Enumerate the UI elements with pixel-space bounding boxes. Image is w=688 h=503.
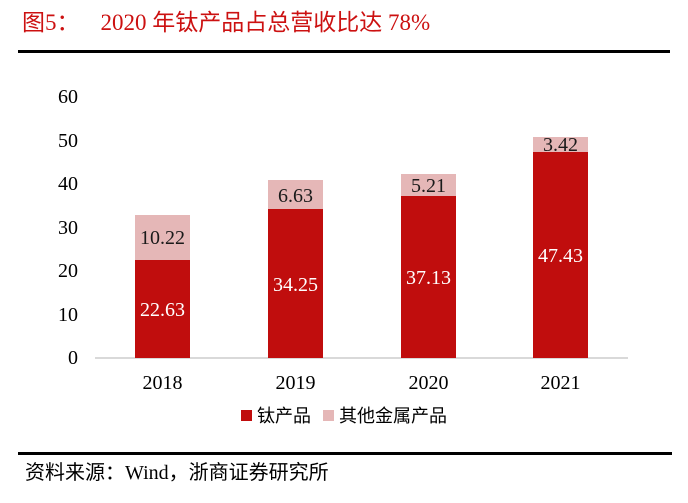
bar-value-label: 6.63 [278, 184, 313, 207]
figure-number-label: 图5： [22, 10, 80, 35]
legend-swatch-icon [323, 409, 334, 421]
bar-segment-other-metal [401, 173, 456, 197]
bar-segment-titanium [401, 196, 456, 358]
footer-divider [18, 452, 672, 455]
x-axis-category-label: 2021 [540, 372, 581, 394]
title-divider [18, 50, 670, 53]
bar-segment-titanium [533, 151, 588, 358]
legend-item: 其他金属产品 [323, 402, 447, 428]
bar-value-label: 5.21 [411, 175, 446, 198]
y-axis-tick-label: 40 [58, 173, 78, 195]
bar-segment-other-metal [268, 180, 323, 209]
bar-segment-other-metal [135, 215, 190, 260]
bar-value-label: 3.42 [543, 134, 578, 157]
bar-segment-other-metal [533, 136, 588, 152]
x-axis-baseline [95, 357, 628, 359]
y-axis-tick-label: 50 [58, 129, 78, 152]
bar-segment-titanium [135, 259, 190, 358]
y-axis-tick-label: 0 [68, 347, 78, 369]
legend-swatch-icon [241, 409, 252, 421]
y-axis-tick-label: 30 [58, 216, 78, 239]
legend-label: 钛产品 [257, 406, 311, 426]
y-axis-tick-label: 10 [58, 303, 78, 326]
x-axis-category-label: 2019 [275, 372, 316, 394]
bar-segment-titanium [268, 209, 323, 358]
y-axis-tick-label: 20 [58, 260, 78, 282]
legend-item: 钛产品 [241, 402, 311, 428]
y-axis-tick-label: 60 [58, 86, 78, 108]
figure-title: 图5： 2020 年钛产品占总营收比达 78% [22, 8, 430, 38]
bar-value-label: 10.22 [140, 227, 185, 250]
bar-value-label: 22.63 [140, 298, 185, 321]
legend-label: 其他金属产品 [339, 406, 447, 426]
x-axis-category-label: 2020 [408, 372, 449, 394]
figure-title-text: 2020 年钛产品占总营收比达 78% [100, 10, 431, 35]
x-axis-category-label: 2018 [142, 372, 183, 394]
chart-legend: 钛产品 其他金属产品 [0, 402, 688, 428]
bar-value-label: 47.43 [538, 244, 583, 267]
bar-value-label: 37.13 [406, 267, 451, 290]
source-note: 资料来源：Wind，浙商证券研究所 [25, 462, 329, 484]
bar-value-label: 34.25 [273, 273, 318, 296]
